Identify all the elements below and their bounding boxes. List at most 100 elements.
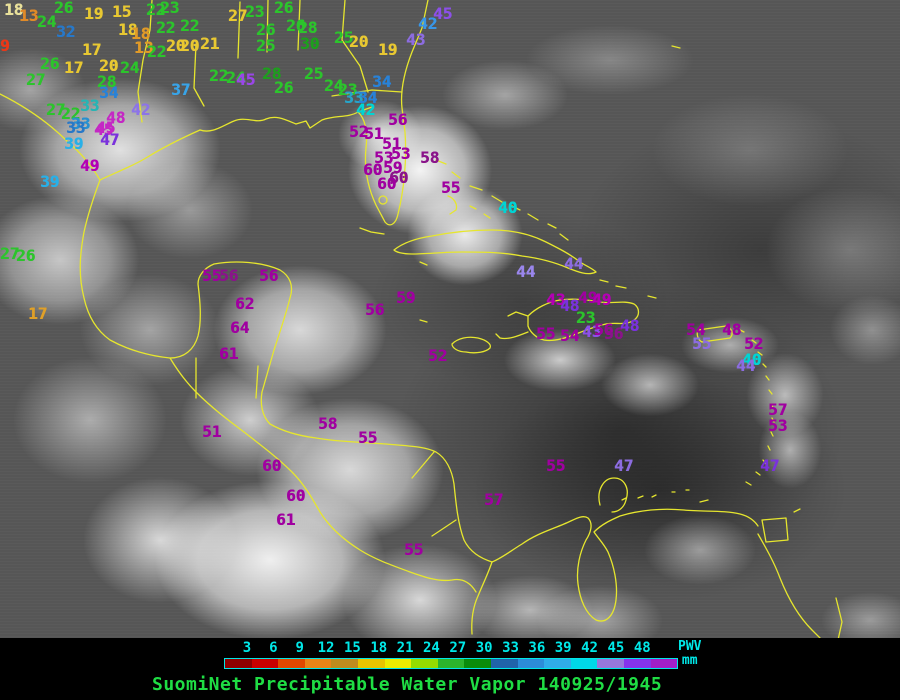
station-value: 51	[382, 134, 402, 153]
station-value: 55	[536, 324, 556, 343]
station-value: 28	[262, 64, 282, 83]
colorbar-segment	[225, 659, 252, 668]
colorbar-segment	[650, 659, 678, 668]
station-value: 34	[358, 88, 378, 107]
station-value: 24	[120, 58, 140, 77]
coast-cuba	[393, 229, 597, 275]
colorbar-tick: 18	[370, 640, 388, 656]
station-value: 44	[564, 254, 584, 273]
station-value: 47	[100, 130, 120, 149]
station-value: 56	[594, 320, 614, 339]
station-value: 55	[692, 334, 712, 353]
station-value: 56	[388, 110, 408, 129]
florida-keys	[359, 227, 385, 235]
colorbar-tick-labels: 3 6 9 12 15 18 21 24 27 30 33 36 39 42 45 48	[0, 641, 900, 655]
station-value: 47	[760, 456, 780, 475]
station-value: 24	[37, 12, 57, 31]
station-value: 55	[358, 428, 378, 447]
map-title: SuomiNet Precipitable Water Vapor 140925…	[152, 674, 663, 695]
station-value: 61	[219, 344, 239, 363]
coast-panama-colombia	[471, 561, 493, 635]
coast-trinidad	[761, 508, 801, 543]
station-value: 23	[160, 0, 180, 17]
station-value: 60	[377, 174, 397, 193]
colorbar-segment	[304, 659, 332, 668]
colorbar-segment	[597, 659, 624, 668]
station-value: 55	[404, 540, 424, 559]
station-value: 27	[46, 100, 66, 119]
colorbar-tick: 21	[396, 640, 414, 656]
colorbar-tick: 42	[581, 640, 598, 656]
station-value: 19	[378, 40, 398, 59]
station-value: 34	[99, 83, 119, 102]
border-rio-grande	[0, 93, 101, 181]
station-value: 23	[338, 80, 358, 99]
station-value: 48	[722, 320, 742, 339]
station-value: 43	[546, 290, 566, 309]
station-value: 27	[228, 6, 248, 25]
station-value: 58	[420, 148, 440, 167]
station-value: 62	[235, 294, 255, 313]
station-value: 48	[106, 108, 126, 127]
station-value: 57	[484, 490, 504, 509]
station-value: 53	[374, 148, 394, 167]
station-value: 26	[40, 54, 60, 73]
lake-okeechobee	[378, 195, 388, 205]
coast-puerto-rico	[696, 325, 733, 343]
colorbar-segment	[437, 659, 465, 668]
station-value: 13	[134, 38, 154, 57]
station-value: 33	[344, 88, 364, 107]
station-value: 60	[262, 456, 282, 475]
colorbar-tick: 27	[449, 640, 467, 656]
station-values-layer: 18 13 24 26 19 15 32 9 17 26 17 27 20 24 28 34 33 27 22 33 4…	[0, 0, 787, 559]
station-value: 26	[54, 0, 74, 17]
station-value: 20	[349, 32, 369, 51]
colorbar-tick: 33	[502, 640, 519, 656]
colorbar-tick: 39	[554, 640, 572, 656]
coast-jamaica	[451, 336, 492, 354]
colorbar-segment	[384, 659, 412, 668]
colorbar-segment	[623, 659, 651, 668]
station-value: 52	[428, 346, 448, 365]
station-value: 61	[276, 510, 296, 529]
colorbar-segment	[251, 659, 279, 668]
colorbar-tick: 15	[343, 640, 361, 656]
station-value: 56	[604, 324, 624, 343]
station-value: 39	[64, 134, 84, 153]
station-value: 27	[26, 70, 46, 89]
coast-centam-carib	[260, 391, 493, 563]
station-value: 19	[84, 4, 104, 23]
coast-bahamas	[435, 159, 657, 299]
colorbar-tick: 9	[295, 640, 304, 656]
station-value: 18	[118, 20, 138, 39]
station-value: 25	[256, 36, 276, 55]
coast-texas	[99, 129, 201, 181]
isle-of-youth	[419, 261, 428, 323]
colorbar-tick: 3	[242, 640, 252, 656]
coast-florida	[357, 0, 429, 226]
station-value: 44	[736, 356, 756, 375]
colorbar-tick: 30	[475, 640, 493, 656]
station-value: 20	[180, 36, 200, 55]
station-value: 56	[259, 266, 279, 285]
colorbar-segment	[357, 659, 385, 668]
coast-guyana	[757, 533, 843, 640]
station-value: 18	[4, 0, 24, 19]
colorbar-segment	[517, 659, 545, 668]
coast-us-gulf	[199, 106, 373, 132]
station-value: 15	[112, 2, 132, 21]
station-value: 28	[97, 72, 117, 91]
station-value: 30	[300, 34, 320, 53]
station-value: 58	[318, 414, 338, 433]
colorbar-tick: 48	[633, 640, 651, 656]
station-value: 45	[96, 118, 116, 137]
station-value: 17	[64, 58, 84, 77]
station-value: 54	[686, 320, 706, 339]
station-value: 56	[365, 300, 385, 319]
station-value: 21	[200, 34, 220, 53]
coast-mexico	[79, 179, 293, 393]
station-value: 45	[236, 70, 256, 89]
station-value: 49	[80, 156, 100, 175]
coast-centam-pacific	[169, 357, 477, 593]
